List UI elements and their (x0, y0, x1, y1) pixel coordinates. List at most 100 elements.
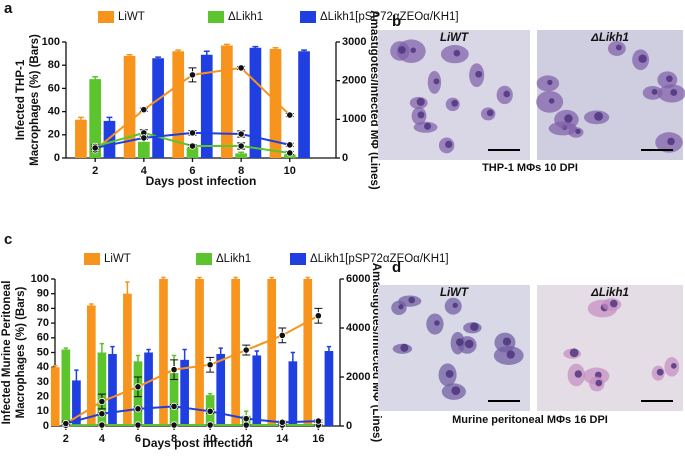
nucleus (445, 140, 453, 148)
legend-swatch (84, 253, 100, 265)
legend-label: ΔLikh1 (228, 11, 263, 23)
y2-tick-label: 6000 (346, 273, 370, 285)
line-point (140, 106, 148, 114)
panel-letter: c (4, 231, 12, 248)
nucleus (638, 54, 647, 63)
legend-swatch (208, 11, 224, 23)
nucleus (424, 122, 432, 130)
y2-tick-label: 0 (346, 420, 352, 432)
bar-error (272, 47, 279, 51)
bar (252, 355, 262, 426)
bar (108, 353, 117, 426)
y2-tick-label: 0 (342, 152, 348, 164)
nucleus (470, 322, 479, 332)
bar-error (146, 348, 151, 356)
nucleus (575, 128, 581, 135)
bar-error (269, 276, 274, 281)
bar-error (182, 348, 187, 371)
y-axis-label: Infected THP-1 Macrophages (%) (Bars) (15, 34, 41, 166)
bar-error (203, 50, 210, 59)
x-tick-label: 16 (312, 433, 324, 445)
line-point (278, 418, 286, 426)
line-point (91, 144, 99, 152)
bar (169, 373, 179, 426)
panel-letter: d (392, 259, 401, 276)
y2-tick-label: 2000 (342, 75, 366, 87)
nucleus (610, 299, 618, 308)
nucleus (445, 369, 454, 378)
y-axis-label-line: Macrophages (%) (Bars) (29, 34, 41, 166)
x-tick-label: 6 (189, 165, 195, 177)
nucleus (408, 296, 416, 304)
y-axis-label-line: Macrophages (%) (Bars) (15, 287, 27, 419)
line-point (286, 141, 294, 149)
nucleus (451, 386, 461, 396)
bar-error (254, 350, 259, 360)
line-point (134, 383, 142, 391)
bar (72, 380, 81, 426)
x-tick-label: 10 (204, 433, 216, 445)
nucleus (594, 111, 604, 121)
line-point (206, 361, 214, 369)
bar (288, 361, 298, 426)
bar (200, 54, 213, 159)
bar-error (238, 151, 245, 155)
bar (159, 279, 168, 426)
image-label: ΔLikh1 (590, 32, 629, 44)
line-point (278, 331, 286, 339)
bar-error (77, 116, 84, 123)
bar (97, 352, 107, 426)
bar-error (53, 364, 58, 369)
bar-error (126, 54, 133, 58)
y2-tick-label: 2000 (346, 371, 370, 383)
bar-error (89, 303, 94, 307)
y2-tick-label: 3000 (342, 36, 366, 48)
bar-error (301, 49, 307, 53)
line-point (170, 366, 178, 374)
bar (50, 367, 60, 426)
nucleus (398, 304, 404, 310)
bar (89, 79, 102, 158)
line-point (314, 417, 322, 425)
line-point (206, 407, 214, 415)
bar (180, 359, 189, 426)
line-point (134, 405, 142, 413)
bar-error (233, 276, 238, 281)
x-tick-label: 12 (240, 433, 252, 445)
line-point (314, 312, 322, 320)
x-tick-label: 6 (135, 433, 141, 445)
y-tick-label: 20 (48, 129, 60, 141)
y2-tick-label: 4000 (346, 322, 370, 334)
bar-error (252, 45, 259, 49)
legend-label: ΔLikh1[pSP72αZEOα/KH1] (320, 11, 459, 23)
legend-swatch (196, 253, 212, 265)
bar (103, 120, 116, 158)
nucleus (433, 78, 440, 85)
bar-error (305, 276, 310, 281)
legend-label: LiWT (104, 253, 131, 265)
bar-error (63, 347, 68, 352)
nucleus (453, 49, 461, 57)
nucleus (502, 337, 512, 346)
y-tick-label: 20 (37, 391, 49, 403)
nucleus (595, 379, 603, 387)
bar (303, 279, 313, 426)
y-tick-label: 100 (31, 273, 49, 285)
nucleus (574, 370, 583, 378)
nucleus (410, 47, 416, 53)
bar (152, 58, 164, 158)
y-tick-label: 80 (48, 59, 60, 71)
line-point (170, 402, 178, 410)
line-point (286, 111, 294, 119)
x-tick-label: 8 (171, 433, 177, 445)
bar (235, 153, 247, 158)
y-tick-label: 60 (37, 332, 49, 344)
bar-error (223, 43, 230, 47)
line-point (286, 149, 294, 157)
line-point (206, 421, 214, 429)
panel-caption: Murine peritoneal MΦs 16 DPI (452, 414, 608, 426)
legend-label: ΔLikh1 (216, 253, 251, 265)
line-point (140, 134, 148, 142)
line (65, 314, 319, 425)
